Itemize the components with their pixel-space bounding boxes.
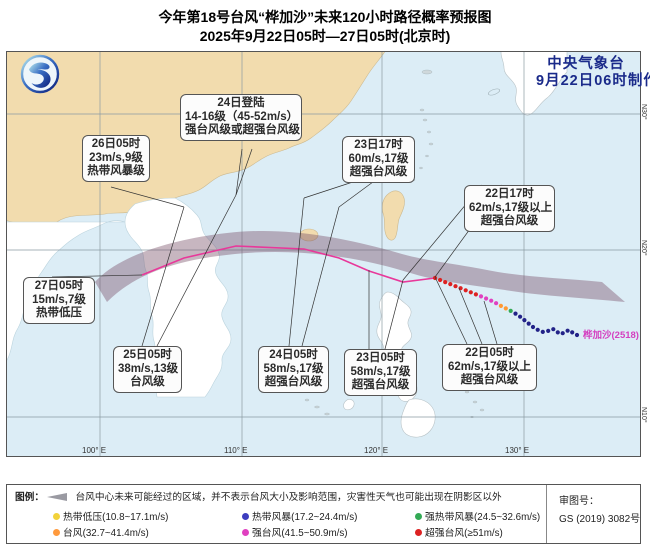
svg-text:桦加沙(2518): 桦加沙(2518) <box>582 329 639 341</box>
